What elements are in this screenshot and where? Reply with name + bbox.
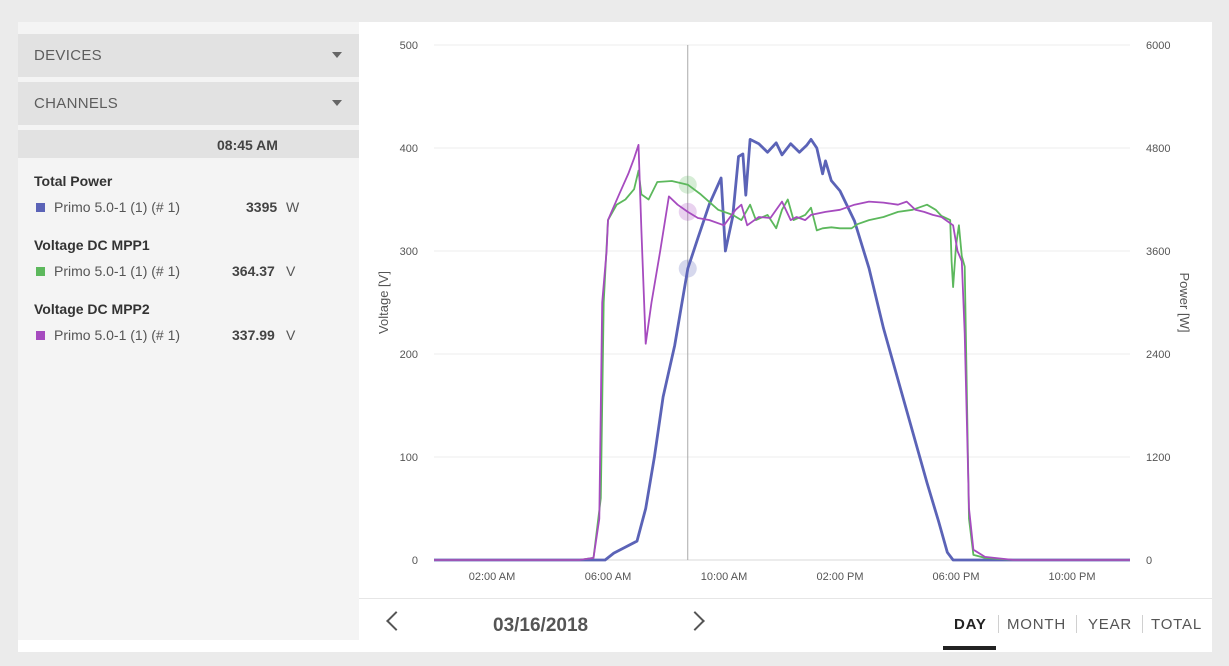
voltage-mpp2-cursor-marker bbox=[678, 202, 697, 221]
total-power-series bbox=[434, 138, 1130, 562]
devices-dropdown[interactable]: DEVICES bbox=[18, 34, 359, 77]
legend-device: Primo 5.0-1 (1) (# 1) bbox=[54, 263, 181, 279]
chevron-down-icon bbox=[332, 52, 342, 58]
channels-dropdown[interactable]: CHANNELS bbox=[18, 82, 359, 125]
voltage-mpp1-cursor-marker bbox=[678, 175, 697, 194]
y-left-tick-label: 400 bbox=[400, 143, 418, 155]
legend-swatch bbox=[36, 331, 45, 340]
cursor-time: 08:45 AM bbox=[217, 137, 278, 153]
active-tab-indicator bbox=[943, 646, 996, 650]
legend-swatch bbox=[36, 203, 45, 212]
y-right-tick-label: 2400 bbox=[1146, 349, 1170, 361]
legend-device: Primo 5.0-1 (1) (# 1) bbox=[54, 199, 181, 215]
y-left-tick-label: 100 bbox=[400, 452, 418, 464]
y-right-tick-label: 6000 bbox=[1146, 40, 1170, 52]
tab-year[interactable]: YEAR bbox=[1088, 616, 1133, 633]
legend-value: 364.37 bbox=[232, 263, 275, 279]
tab-total[interactable]: TOTAL bbox=[1151, 616, 1202, 633]
x-tick-label: 10:00 PM bbox=[1048, 571, 1095, 583]
channels-dropdown-label: CHANNELS bbox=[34, 95, 119, 112]
legend-device: Primo 5.0-1 (1) (# 1) bbox=[54, 327, 181, 343]
tab-separator bbox=[1142, 615, 1143, 633]
legend-swatch bbox=[36, 267, 45, 276]
voltage-mpp1-series bbox=[434, 169, 1130, 561]
x-tick-label: 10:00 AM bbox=[701, 571, 747, 583]
y-right-axis-title: Power [W] bbox=[1177, 273, 1192, 333]
previous-day-icon[interactable] bbox=[386, 611, 406, 631]
x-tick-label: 02:00 AM bbox=[469, 571, 515, 583]
cursor-time-bar: 08:45 AM bbox=[18, 130, 359, 158]
y-left-tick-label: 300 bbox=[400, 246, 418, 258]
legend-value: 337.99 bbox=[232, 327, 275, 343]
y-left-axis-title: Voltage [V] bbox=[376, 271, 391, 334]
voltage-mpp1-legend-row: Primo 5.0-1 (1) (# 1) 364.37 V bbox=[34, 263, 334, 281]
voltage-mpp1-title: Voltage DC MPP1 bbox=[34, 237, 150, 253]
total-power-cursor-marker bbox=[678, 259, 697, 278]
date-label: 03/16/2018 bbox=[493, 615, 589, 636]
y-right-tick-label: 0 bbox=[1146, 555, 1152, 567]
devices-dropdown-label: DEVICES bbox=[34, 47, 102, 64]
voltage-mpp2-series bbox=[434, 144, 1130, 561]
sidebar: DEVICES CHANNELS 08:45 AM Total Power Pr… bbox=[18, 22, 359, 640]
total-power-title: Total Power bbox=[34, 173, 113, 189]
y-left-tick-label: 0 bbox=[412, 555, 418, 567]
tab-separator bbox=[998, 615, 999, 633]
voltage-mpp2-legend-row: Primo 5.0-1 (1) (# 1) 337.99 V bbox=[34, 327, 334, 345]
chevron-down-icon bbox=[332, 100, 342, 106]
next-day-icon[interactable] bbox=[685, 611, 705, 631]
y-left-tick-label: 500 bbox=[400, 40, 418, 52]
x-tick-label: 02:00 PM bbox=[816, 571, 863, 583]
footer-divider bbox=[359, 598, 1212, 599]
y-right-tick-label: 1200 bbox=[1146, 452, 1170, 464]
tab-day[interactable]: DAY bbox=[954, 616, 987, 633]
y-right-tick-label: 3600 bbox=[1146, 246, 1170, 258]
legend-unit: V bbox=[286, 327, 296, 343]
legend-value: 3395 bbox=[246, 199, 278, 215]
legend-unit: W bbox=[286, 199, 300, 215]
total-power-legend-row: Primo 5.0-1 (1) (# 1) 3395 W bbox=[34, 199, 334, 217]
y-right-tick-label: 4800 bbox=[1146, 143, 1170, 155]
legend-unit: V bbox=[286, 263, 296, 279]
x-tick-label: 06:00 PM bbox=[932, 571, 979, 583]
y-left-tick-label: 200 bbox=[400, 349, 418, 361]
x-tick-label: 06:00 AM bbox=[585, 571, 631, 583]
line-chart[interactable]: 0 100 200 300 400 500 0 1200 2400 3600 4800 6000 02:… bbox=[359, 22, 1212, 598]
tab-month[interactable]: MONTH bbox=[1007, 616, 1066, 633]
main-panel: DEVICES CHANNELS 08:45 AM Total Power Pr… bbox=[18, 22, 1212, 652]
tab-separator bbox=[1076, 615, 1077, 633]
voltage-mpp2-title: Voltage DC MPP2 bbox=[34, 301, 150, 317]
